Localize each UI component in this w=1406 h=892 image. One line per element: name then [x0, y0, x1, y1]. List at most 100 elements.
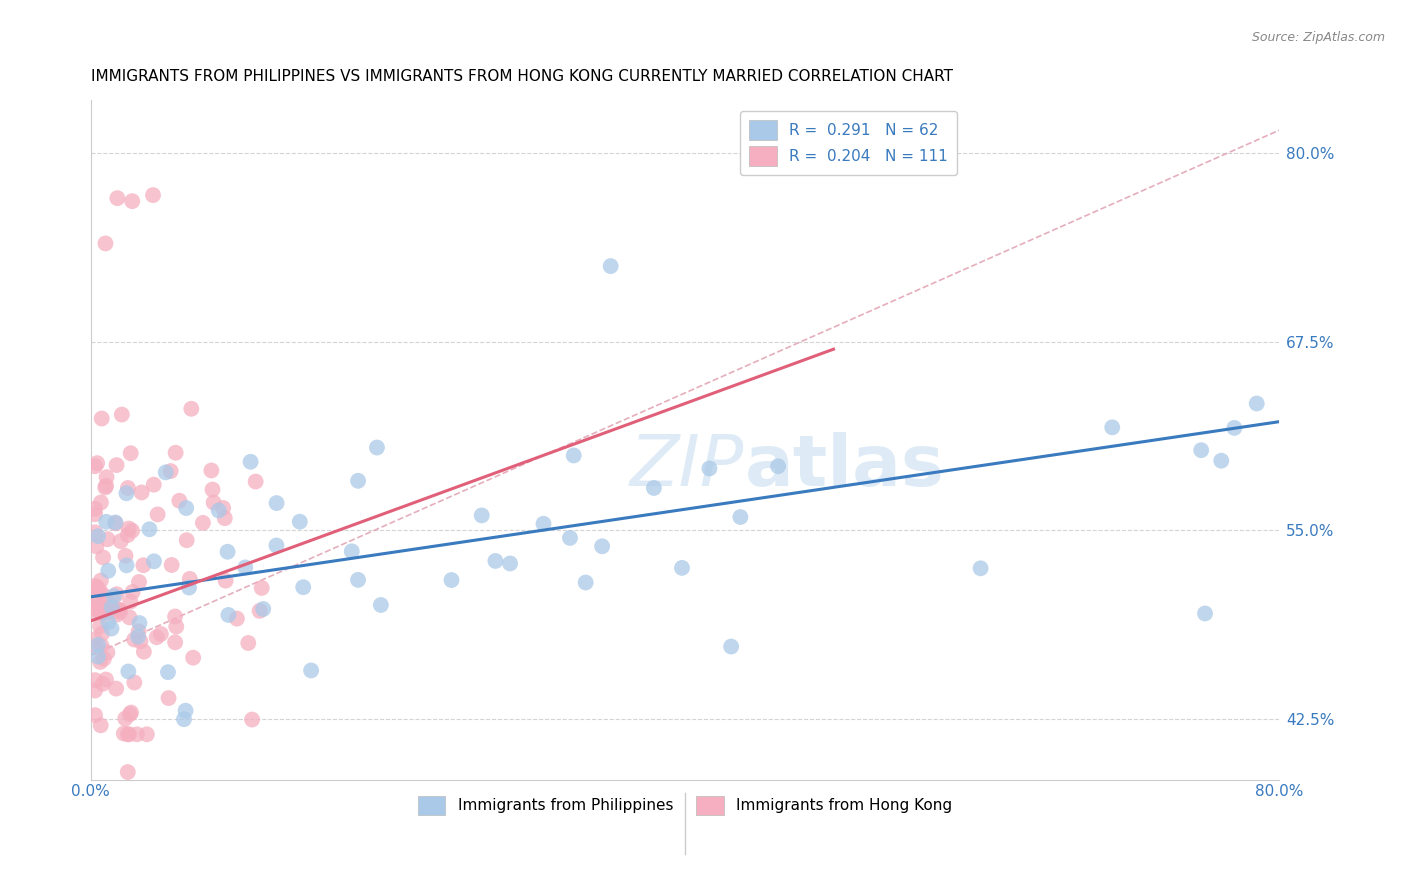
Point: [128, 574, 150, 589]
Point: [245, 475, 267, 489]
Point: [181, 650, 204, 665]
Point: [89, 655, 111, 669]
Point: [87, 638, 110, 652]
Point: [1211, 453, 1233, 467]
Point: [122, 632, 145, 647]
Point: [165, 609, 187, 624]
Point: [1246, 396, 1268, 410]
Point: [90, 639, 112, 653]
Text: Source: ZipAtlas.com: Source: ZipAtlas.com: [1251, 31, 1385, 45]
Point: [720, 640, 742, 654]
Point: [91, 677, 114, 691]
Text: IMMIGRANTS FROM PHILIPPINES VS IMMIGRANTS FROM HONG KONG CURRENTLY MARRIED CORRE: IMMIGRANTS FROM PHILIPPINES VS IMMIGRANT…: [90, 69, 953, 84]
Point: [96, 645, 118, 659]
Point: [84, 605, 107, 619]
Point: [97, 600, 120, 615]
Point: [347, 474, 370, 488]
Point: [120, 594, 142, 608]
Point: [643, 481, 665, 495]
Point: [96, 470, 118, 484]
Point: [766, 459, 789, 474]
Point: [128, 624, 150, 639]
Point: [84, 683, 107, 698]
Point: [107, 602, 129, 616]
Point: [128, 615, 150, 630]
Point: [127, 630, 149, 644]
Point: [347, 573, 370, 587]
Point: [97, 606, 120, 620]
Text: atlas: atlas: [744, 433, 945, 501]
Point: [91, 550, 114, 565]
Point: [86, 540, 108, 554]
Point: [121, 585, 143, 599]
Point: [98, 597, 121, 611]
Point: [105, 458, 128, 472]
Point: [93, 652, 115, 666]
Point: [292, 580, 315, 594]
Point: [108, 603, 131, 617]
Point: [108, 605, 131, 619]
Point: [249, 604, 271, 618]
Point: [484, 554, 506, 568]
Point: [591, 539, 613, 553]
Point: [132, 645, 155, 659]
Point: [142, 188, 165, 202]
Point: [200, 463, 222, 477]
Point: [105, 607, 128, 622]
Point: [208, 503, 231, 517]
Point: [499, 557, 522, 571]
Point: [599, 259, 621, 273]
Point: [969, 561, 991, 575]
Point: [239, 455, 262, 469]
Point: [104, 516, 127, 530]
Point: [84, 507, 107, 521]
Point: [103, 589, 125, 603]
Point: [84, 459, 107, 474]
Point: [111, 408, 134, 422]
Point: [87, 649, 110, 664]
Point: [177, 581, 200, 595]
Point: [86, 456, 108, 470]
Point: [115, 558, 138, 573]
Point: [86, 580, 108, 594]
Point: [145, 630, 167, 644]
Point: [100, 622, 122, 636]
Point: [575, 575, 598, 590]
Point: [104, 516, 127, 531]
Point: [114, 549, 136, 563]
Point: [157, 691, 180, 706]
Point: [84, 501, 107, 516]
Point: [159, 464, 181, 478]
Point: [366, 441, 388, 455]
Point: [1101, 420, 1123, 434]
Point: [174, 704, 197, 718]
Point: [179, 572, 201, 586]
Point: [90, 574, 112, 588]
Point: [97, 564, 120, 578]
Point: [132, 558, 155, 573]
Point: [118, 707, 141, 722]
Point: [233, 560, 256, 574]
Point: [169, 493, 191, 508]
Point: [155, 466, 177, 480]
Point: [118, 727, 141, 741]
Point: [440, 573, 463, 587]
Point: [105, 681, 128, 696]
Point: [156, 665, 179, 680]
Point: [173, 712, 195, 726]
Point: [138, 522, 160, 536]
Point: [299, 664, 322, 678]
Point: [118, 522, 141, 536]
Point: [214, 511, 236, 525]
Point: [252, 602, 274, 616]
Point: [288, 515, 311, 529]
Point: [125, 727, 148, 741]
Point: [121, 524, 143, 538]
Point: [217, 545, 239, 559]
Point: [84, 601, 107, 615]
Point: [699, 461, 721, 475]
Point: [90, 411, 112, 425]
Point: [201, 483, 224, 497]
Point: [160, 558, 183, 572]
Point: [202, 495, 225, 509]
